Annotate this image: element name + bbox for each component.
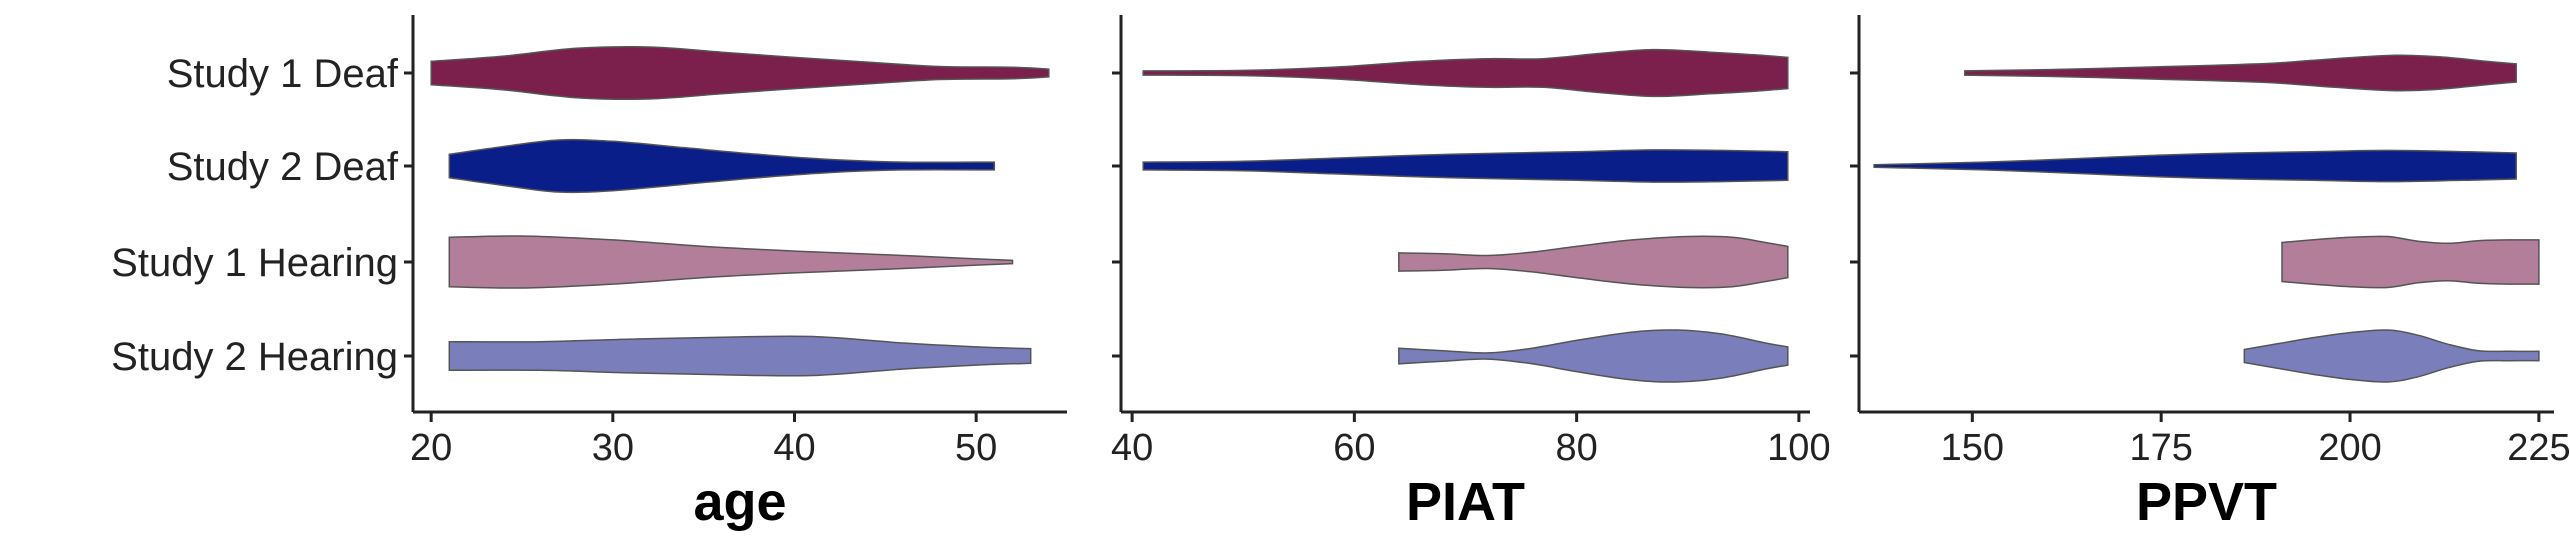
x-tick-label-60: 60 bbox=[1333, 427, 1375, 469]
violin-ppvt-study-1-hearing bbox=[2281, 235, 2540, 289]
violin-ppvt-study-2-deaf bbox=[1873, 149, 2517, 183]
violin-age-study-1-deaf bbox=[430, 45, 1050, 101]
panel-ppvt: 150 175 200 225 PPVT bbox=[1850, 15, 2570, 532]
violin-age-study-2-hearing bbox=[448, 335, 1032, 377]
panel-piat: 40 60 80 100 PIAT bbox=[1111, 15, 1831, 532]
category-label-study-1-deaf: Study 1 Deaf bbox=[167, 52, 399, 96]
violin-ppvt-study-1-deaf bbox=[1964, 54, 2517, 92]
x-tick-label-100: 100 bbox=[1767, 427, 1830, 469]
category-labels: Study 1 Deaf Study 2 Deaf Study 1 Hearing S… bbox=[111, 52, 399, 379]
x-axis-title-age: age bbox=[693, 472, 786, 532]
x-tick-label-50: 50 bbox=[955, 427, 997, 469]
x-tick-label-40: 40 bbox=[773, 427, 815, 469]
x-axis-title-ppvt: PPVT bbox=[2136, 472, 2277, 532]
violin-piat-study-2-hearing bbox=[1398, 329, 1789, 383]
x-tick-label-175: 175 bbox=[2129, 427, 2192, 469]
category-label-study-2-hearing: Study 2 Hearing bbox=[111, 335, 398, 379]
x-tick-label-225: 225 bbox=[2507, 427, 2570, 469]
x-axis-title-piat: PIAT bbox=[1406, 472, 1525, 532]
x-tick-label-20: 20 bbox=[410, 427, 452, 469]
violin-age-study-1-hearing bbox=[448, 235, 1014, 289]
violin-piat-study-1-hearing bbox=[1398, 235, 1789, 289]
x-tick-label-80: 80 bbox=[1555, 427, 1597, 469]
violin-piat-study-2-deaf bbox=[1142, 149, 1789, 183]
violin-piat-study-1-deaf bbox=[1142, 48, 1789, 98]
panel-age: 20 30 40 50 age bbox=[404, 15, 1067, 532]
category-label-study-2-deaf: Study 2 Deaf bbox=[167, 145, 399, 189]
category-label-study-1-hearing: Study 1 Hearing bbox=[111, 241, 398, 285]
violin-age-study-2-deaf bbox=[448, 138, 996, 194]
x-tick-label-40: 40 bbox=[1111, 427, 1153, 469]
x-tick-label-200: 200 bbox=[2318, 427, 2381, 469]
x-tick-label-30: 30 bbox=[592, 427, 634, 469]
violin-ppvt-study-2-hearing bbox=[2243, 329, 2540, 383]
x-tick-label-150: 150 bbox=[1941, 427, 2004, 469]
